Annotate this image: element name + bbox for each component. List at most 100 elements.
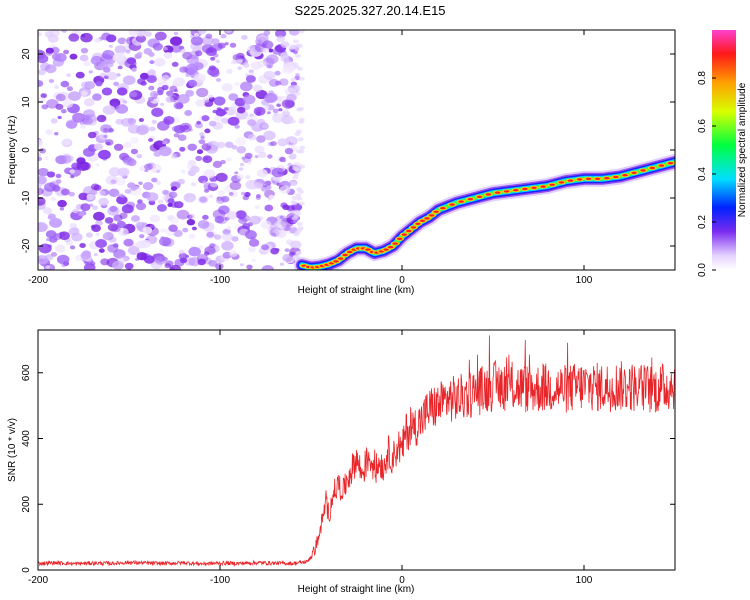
noise-speckle-layer bbox=[38, 30, 306, 270]
noise-speck bbox=[127, 246, 140, 255]
noise-speck bbox=[168, 191, 178, 199]
noise-speck bbox=[75, 71, 85, 79]
noise-speck bbox=[246, 264, 253, 270]
tick-label: -200 bbox=[28, 275, 48, 286]
noise-speck bbox=[227, 116, 240, 126]
noise-speck bbox=[180, 169, 186, 174]
noise-speck bbox=[45, 265, 51, 269]
noise-speck bbox=[83, 98, 95, 107]
noise-speck bbox=[292, 244, 299, 249]
noise-speck bbox=[38, 97, 46, 103]
noise-speck bbox=[213, 96, 226, 106]
noise-speck bbox=[48, 79, 55, 83]
noise-speck bbox=[196, 149, 204, 155]
noise-speck bbox=[190, 36, 204, 46]
noise-speck bbox=[257, 39, 263, 44]
noise-speck bbox=[93, 253, 98, 257]
noise-speck bbox=[291, 62, 298, 66]
noise-speck bbox=[164, 263, 171, 269]
noise-speck bbox=[110, 179, 117, 184]
noise-speck bbox=[193, 32, 199, 37]
noise-speck bbox=[200, 135, 205, 140]
noise-speck bbox=[226, 211, 238, 220]
noise-speck bbox=[144, 31, 152, 37]
noise-speck bbox=[38, 255, 49, 265]
noise-speck bbox=[62, 99, 74, 108]
noise-speck bbox=[276, 35, 285, 43]
noise-speck bbox=[297, 165, 303, 170]
noise-speck bbox=[122, 230, 129, 235]
noise-speck bbox=[173, 133, 180, 138]
noise-speck bbox=[62, 261, 70, 266]
noise-speck bbox=[247, 161, 252, 165]
tick-label: -10 bbox=[21, 190, 32, 205]
noise-speck bbox=[190, 182, 197, 187]
noise-speck bbox=[135, 221, 145, 229]
noise-speck bbox=[68, 33, 80, 42]
noise-speck bbox=[162, 189, 169, 195]
noise-speck bbox=[115, 104, 129, 114]
noise-speck bbox=[154, 256, 167, 265]
ridge-peak-core bbox=[604, 177, 610, 180]
noise-speck bbox=[69, 53, 78, 60]
noise-speck bbox=[242, 195, 249, 201]
noise-speck bbox=[240, 81, 253, 92]
noise-speck bbox=[296, 129, 302, 134]
noise-speck bbox=[149, 144, 160, 152]
noise-speck bbox=[146, 192, 159, 202]
noise-speck bbox=[148, 52, 155, 57]
noise-speck bbox=[239, 263, 244, 267]
ridge-peak-core bbox=[594, 177, 601, 180]
noise-speck bbox=[106, 34, 117, 43]
tick-label: 0.8 bbox=[697, 71, 708, 85]
noise-speck bbox=[80, 81, 90, 89]
noise-speck bbox=[218, 205, 230, 215]
noise-speck bbox=[252, 84, 263, 93]
noise-speck bbox=[135, 34, 147, 43]
noise-speck bbox=[38, 167, 49, 177]
noise-speck bbox=[153, 93, 158, 97]
noise-speck bbox=[123, 141, 132, 148]
noise-speck bbox=[262, 40, 274, 50]
tick-label: -100 bbox=[210, 275, 230, 286]
noise-speck bbox=[205, 47, 217, 56]
noise-speck bbox=[131, 67, 137, 72]
noise-speck bbox=[226, 68, 233, 74]
noise-speck bbox=[272, 108, 279, 114]
noise-speck bbox=[207, 142, 213, 147]
noise-speck bbox=[94, 143, 103, 151]
noise-speck bbox=[237, 106, 246, 114]
noise-speck bbox=[209, 69, 220, 78]
noise-speck bbox=[174, 89, 178, 93]
noise-speck bbox=[249, 72, 254, 76]
noise-speck bbox=[205, 33, 213, 39]
noise-speck bbox=[148, 86, 153, 91]
noise-speck bbox=[38, 243, 52, 254]
noise-speck bbox=[285, 256, 295, 264]
noise-speck bbox=[260, 220, 272, 229]
noise-speck bbox=[38, 156, 43, 161]
noise-speck bbox=[38, 187, 44, 196]
ridge-peak-core bbox=[467, 198, 474, 201]
noise-speck bbox=[149, 164, 162, 174]
noise-speck bbox=[95, 232, 100, 236]
noise-speck bbox=[266, 104, 275, 111]
noise-speck bbox=[195, 155, 203, 162]
noise-speck bbox=[221, 83, 233, 92]
noise-speck bbox=[208, 194, 214, 199]
noise-speck bbox=[102, 232, 114, 241]
noise-speck bbox=[151, 177, 158, 183]
noise-speck bbox=[122, 156, 135, 166]
noise-speck bbox=[38, 139, 43, 146]
noise-speck bbox=[292, 39, 299, 44]
noise-speck bbox=[177, 134, 187, 141]
noise-speck bbox=[179, 146, 186, 152]
noise-speck bbox=[153, 57, 166, 67]
noise-speck bbox=[279, 262, 285, 266]
noise-speck bbox=[291, 196, 298, 200]
noise-speck bbox=[224, 141, 234, 149]
noise-speck bbox=[80, 90, 89, 97]
noise-speck bbox=[61, 30, 67, 33]
ridge-peak-core bbox=[419, 219, 426, 222]
noise-speck bbox=[224, 184, 234, 193]
